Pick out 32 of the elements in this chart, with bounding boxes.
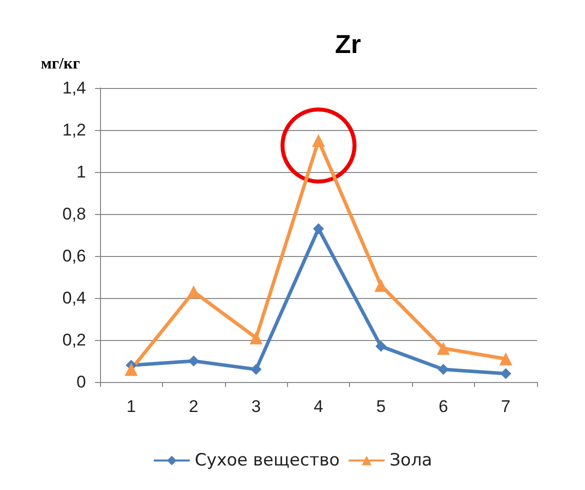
x-tick-label: 3 xyxy=(251,397,261,416)
point xyxy=(500,368,512,380)
y-tick-label: 1,2 xyxy=(62,120,86,140)
y-tick-label: 1 xyxy=(76,162,86,182)
y-tick-label: 1,4 xyxy=(62,78,86,98)
y-tick-label: 0,6 xyxy=(62,246,86,266)
legend-label: Зола xyxy=(390,450,432,470)
point xyxy=(375,340,386,352)
legend-label: Сухое вещество xyxy=(194,450,340,470)
chart-title: Zr xyxy=(335,29,361,59)
y-tick-label: 0,2 xyxy=(62,330,86,350)
point xyxy=(313,223,324,234)
y-tick-label: 0,8 xyxy=(62,204,86,224)
point xyxy=(374,278,388,292)
point xyxy=(187,285,200,298)
point xyxy=(250,364,262,375)
point xyxy=(250,331,263,344)
x-tick-label: 1 xyxy=(126,397,136,416)
point xyxy=(436,342,450,355)
y-tick-label: 0 xyxy=(76,372,86,392)
y-axis-title: мг/кг xyxy=(40,56,80,72)
y-tick-label: 0,4 xyxy=(62,288,86,308)
x-tick-label: 6 xyxy=(438,397,448,416)
point xyxy=(438,364,449,375)
x-tick-label: 4 xyxy=(314,397,324,416)
point xyxy=(124,362,138,376)
x-tick-label: 7 xyxy=(501,397,511,416)
point xyxy=(499,352,512,366)
x-tick-label: 5 xyxy=(376,397,386,416)
point xyxy=(188,356,200,366)
point xyxy=(312,134,325,147)
x-tick-label: 2 xyxy=(188,397,198,416)
